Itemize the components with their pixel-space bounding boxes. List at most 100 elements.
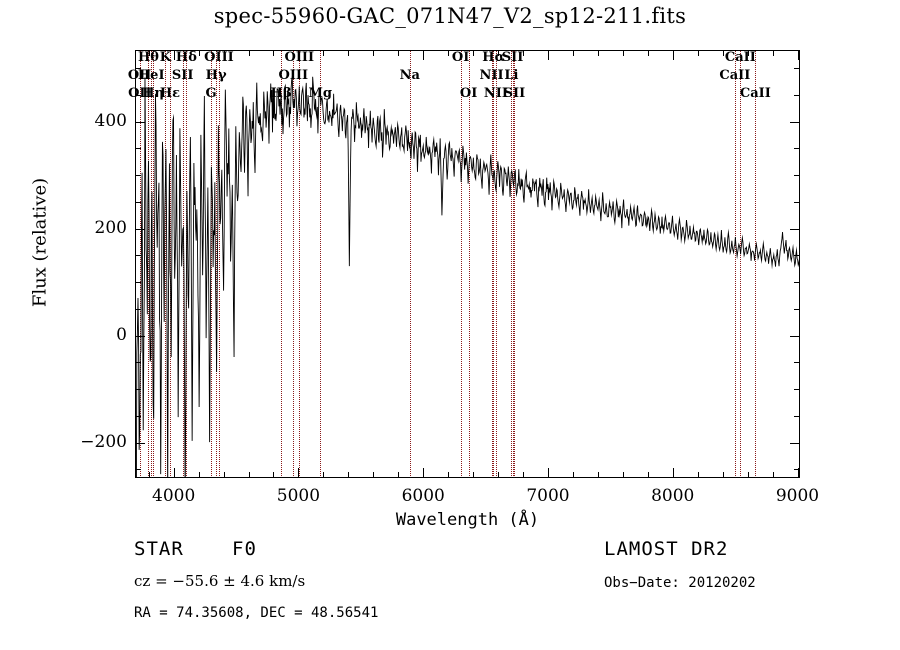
tick-mark [135,255,141,257]
tick-mark [794,255,800,257]
tick-mark [135,469,141,471]
spectral-line-label: Na [399,68,420,83]
observation-date: Obs−Date: 20120202 [604,575,756,591]
spectral-line-label: CaII [719,68,751,83]
tick-mark [794,308,800,310]
tick-mark [672,50,674,60]
spectral-line-label: OI [459,86,478,101]
tick-mark [597,50,599,56]
tick-mark [772,50,774,56]
x-tick-label: 4000 [152,486,196,506]
tick-mark [697,50,699,56]
tick-mark [722,50,724,56]
tick-mark [198,50,200,56]
tick-mark [794,389,800,391]
tick-mark [135,68,141,70]
x-tick-label: 5000 [276,486,321,506]
tick-mark [223,50,225,56]
y-tick-label: 200 [94,217,127,238]
x-tick-label: 6000 [401,486,445,506]
tick-mark [794,94,800,96]
tick-mark [547,468,549,478]
x-tick-label: 9000 [775,486,820,506]
object-class: STAR [134,538,184,560]
tick-mark [373,50,375,56]
tick-mark [348,472,350,478]
tick-mark [797,50,799,60]
spectral-line-label: CaII [739,86,771,101]
tick-mark [498,50,500,56]
x-axis-title: Wavelength (Å) [395,510,540,530]
tick-mark [523,472,525,478]
sky-coordinates: RA = 74.35608, DEC = 48.56541 [134,605,379,621]
tick-mark [135,121,145,123]
tick-mark [473,50,475,56]
tick-mark [794,282,800,284]
spectral-line-label: Hγ [205,68,227,83]
spectral-line-label: HeI [137,68,165,83]
tick-mark [790,442,800,444]
tick-mark [323,50,325,56]
spectral-line-label: Hη [142,86,164,101]
spectral-line-label: Hθ [137,50,159,65]
plot-frame [135,50,800,478]
tick-mark [790,121,800,123]
tick-mark [794,148,800,150]
tick-mark [223,472,225,478]
tick-mark [722,472,724,478]
tick-mark [135,308,141,310]
spectral-line-label: OI [451,50,470,65]
tick-mark [135,228,145,230]
y-tick-label: 0 [116,324,127,345]
tick-mark [298,50,300,60]
tick-mark [173,50,175,60]
spectral-line-label: OII [127,68,152,83]
spectral-line-label: K [159,50,172,65]
tick-mark [794,201,800,203]
spectral-line-label: OII [128,86,152,101]
tick-mark [248,472,250,478]
y-tick-label: 400 [94,110,127,131]
tick-mark [348,50,350,56]
spectral-line-label: OIII [204,50,234,65]
tick-mark [273,472,275,478]
spectral-line-label: Hβ [270,86,292,101]
spectral-line-label: OIII [284,50,315,65]
tick-mark [273,50,275,56]
tick-mark [448,472,450,478]
tick-mark [148,472,150,478]
tick-mark [572,50,574,56]
spectral-line-label: SII [501,50,524,65]
tick-mark [572,472,574,478]
tick-mark [198,472,200,478]
tick-mark [135,201,141,203]
y-tick-label: −200 [80,431,127,452]
tick-mark [423,50,425,60]
tick-mark [448,50,450,56]
tick-mark [790,228,800,230]
tick-mark [622,472,624,478]
tick-mark [298,468,300,478]
tick-mark [423,468,425,478]
tick-mark [473,472,475,478]
tick-mark [797,468,799,478]
tick-mark [794,362,800,364]
spectral-line-label: Hε [159,86,181,101]
tick-mark [173,468,175,478]
x-tick-label: 8000 [651,486,695,506]
tick-mark [135,282,141,284]
spectral-line-label: G [205,86,217,101]
spectral-line-label: SII [503,86,526,101]
tick-mark [135,442,145,444]
tick-mark [790,335,800,337]
tick-mark [135,415,141,417]
tick-mark [135,335,145,337]
tick-mark [647,50,649,56]
tick-mark [135,175,141,177]
spectrum-trace [135,50,800,478]
tick-mark [135,362,141,364]
tick-mark [135,389,141,391]
object-subclass: F0 [232,538,257,560]
tick-mark [323,472,325,478]
